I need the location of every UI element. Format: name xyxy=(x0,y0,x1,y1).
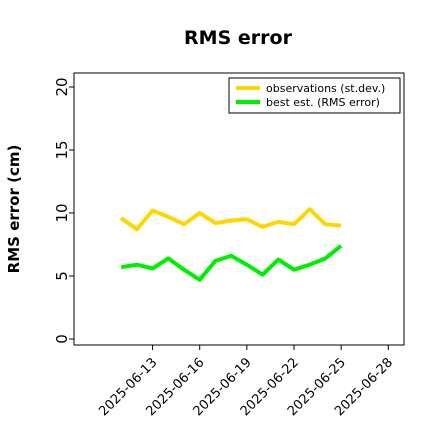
y-tick-label: 20 xyxy=(53,77,71,96)
series-line-observations xyxy=(119,207,342,232)
chart-title: RMS error xyxy=(184,27,293,49)
plot-area xyxy=(119,207,343,282)
series-line-best-estimate xyxy=(120,244,343,282)
y-axis-label: RMS error (cm) xyxy=(5,145,23,274)
y-tick-label: 5 xyxy=(53,271,71,281)
y-tick-label: 0 xyxy=(53,334,71,344)
y-tick-label: 15 xyxy=(53,140,71,159)
plot-frame xyxy=(73,72,405,346)
y-axis: 0 5 10 15 20 xyxy=(53,77,74,344)
legend-label-best-estimate: best est. (RMS error) xyxy=(266,96,380,109)
legend: observations (st.dev.) best est. (RMS er… xyxy=(228,77,401,114)
x-axis: 2025-06-132025-06-162025-06-192025-06-22… xyxy=(96,345,396,419)
legend-label-observations: observations (st.dev.) xyxy=(266,82,385,95)
legend-box xyxy=(228,77,401,114)
y-tick-label: 10 xyxy=(53,203,71,222)
